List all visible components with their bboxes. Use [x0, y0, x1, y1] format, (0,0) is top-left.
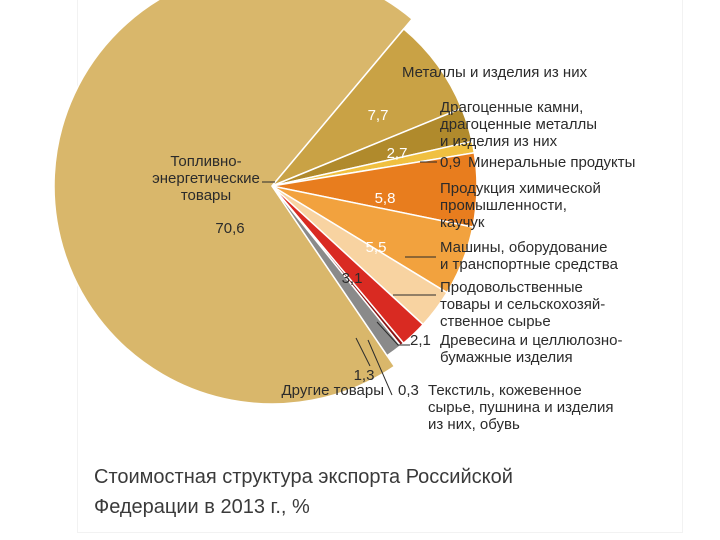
chart-title-line-2: Федерации в 2013 г., % — [94, 496, 310, 518]
slice-label-line: бумажные изделия — [440, 349, 573, 366]
pie-slice-топливно — [53, 0, 414, 405]
slice-label-металлы-и-изделия-из-них: Металлы и изделия из них — [402, 64, 588, 81]
slice-label-line: товары и сельскохозяй- — [440, 296, 605, 313]
value-label-металлы-и-изделия-из-них: 7,7 — [368, 107, 389, 124]
pie-slice-другие-товары — [271, 185, 402, 357]
slice-label-line: Древесина и целлюлозно- — [440, 332, 623, 349]
slice-label-line: сырье, пушнина и изделия — [428, 399, 614, 416]
slice-label-line: Металлы и изделия из них — [402, 64, 588, 81]
slice-label-машины-оборудование: Машины, оборудование и транспортные средс… — [440, 239, 619, 273]
slice-label-древесина-и-целлюлозно: Древесина и целлюлозно-бумажные изделия — [440, 332, 623, 366]
value-labels: 70,6 7,7 2,7 5,8 5,53,1 1,3 — [215, 107, 407, 384]
slice-label-топливно: Топливно-энергетические товары — [152, 153, 260, 204]
leader-line-текстиль-кожевенное — [367, 339, 393, 396]
slice-label-продовольственные: Продовольственные товары и сельскохозяй-с… — [440, 279, 605, 330]
value-label-машины-оборудование: 5,5 — [366, 239, 387, 256]
leader-line-другие-товары — [355, 337, 371, 367]
value-label-другие-товары: 1,3 — [354, 367, 375, 384]
slice-label-line: Машины, оборудование — [440, 239, 608, 256]
value-label-текстиль-кожевенное: 0,3 — [398, 382, 419, 399]
slice-label-line: товары — [181, 187, 231, 204]
slice-label-line: каучук — [440, 214, 485, 231]
value-label-продукция-химической: 5,8 — [375, 190, 396, 207]
slice-label-line: из них, обувь — [428, 416, 520, 433]
slice-label-продукция-химической: Продукция химической промышленности, каучу… — [440, 180, 601, 231]
pie-slice-металлы-и-изделия-из-них — [271, 27, 463, 187]
leader-lines — [262, 161, 437, 396]
value-label-драгоценные-камни: 2,7 — [387, 145, 408, 162]
chart-title: Стоимостная структура экспорта Российско… — [94, 462, 634, 522]
value-label-топливно: 70,6 — [215, 220, 244, 237]
slice-label-line: Драгоценные камни, — [440, 99, 583, 116]
slice-label-line: Другие товары — [281, 382, 384, 399]
slice-label-line: Продукция химической — [440, 180, 601, 197]
slice-label-line: драгоценные металлы — [440, 116, 597, 133]
leader-line-древесина-и-целлюлозно — [376, 321, 410, 346]
slice-label-line: Текстиль, кожевенное — [428, 382, 582, 399]
slice-label-текстиль-кожевенное: Текстиль, кожевенное сырье, пушнина и изд… — [428, 382, 614, 433]
value-label-древесина-и-целлюлозно: 2,1 — [410, 332, 431, 349]
slice-labels: Топливно-энергетические товары Металлы и и… — [152, 64, 635, 433]
pie-slices — [53, 0, 478, 405]
slice-label-line: Продовольственные — [440, 279, 583, 296]
chart-title-line-1: Стоимостная структура экспорта Российско… — [94, 466, 513, 488]
slice-label-line: Минеральные продукты — [468, 154, 635, 171]
slice-label-line: ственное сырье — [440, 313, 551, 330]
slice-label-другие-товары: Другие товары — [281, 382, 384, 399]
slice-label-line: промышленности, — [440, 197, 567, 214]
value-label-минеральные-продукты: 0,9 — [440, 154, 461, 171]
slice-label-line: и изделия из них — [440, 133, 558, 150]
slice-label-line: Топливно- — [170, 153, 241, 170]
slice-label-драгоценные-камни: Драгоценные камни, драгоценные металлы и и… — [440, 99, 597, 150]
value-label-продовольственные: 3,1 — [342, 270, 363, 287]
slice-label-минеральные-продукты: Минеральные продукты — [468, 154, 635, 171]
slice-label-line: энергетические — [152, 170, 260, 187]
slice-label-line: и транспортные средства — [440, 256, 619, 273]
